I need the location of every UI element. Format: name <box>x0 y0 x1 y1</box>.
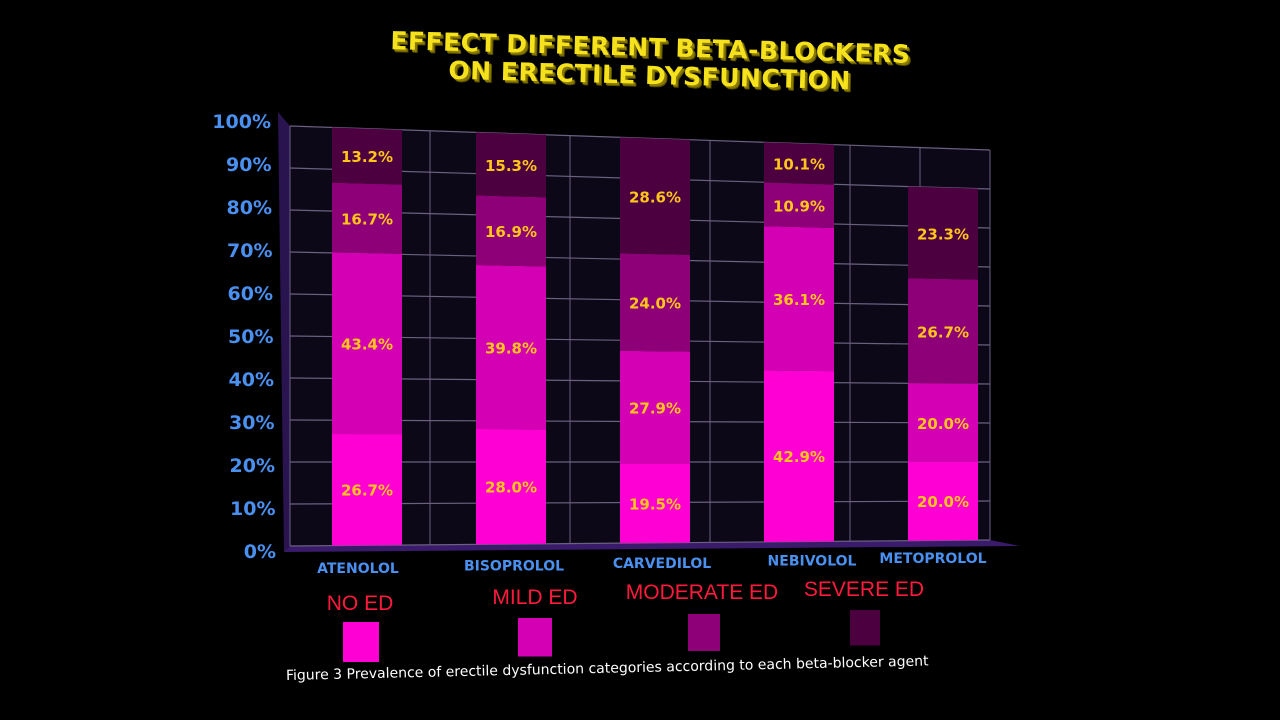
bar-metoprolol: 20.0% 20.0% 26.7% 23.3% <box>908 186 978 541</box>
x-axis-ticks: ATENOLOL BISOPROLOL CARVEDILOL NEBIVOLOL MET… <box>317 551 987 577</box>
data-label: 23.3% <box>917 225 969 243</box>
bar-segment-mild-ed <box>620 350 690 465</box>
y-tick-label: 10% <box>230 498 275 520</box>
data-label: 28.6% <box>629 188 681 206</box>
bar-segment-severe-ed <box>764 142 834 185</box>
bar-segment-severe-ed <box>332 127 402 185</box>
bar-segment-moderate-ed <box>764 182 834 228</box>
chart-floor <box>284 540 1020 552</box>
data-label: 15.3% <box>485 157 537 175</box>
y-axis-ticks: 0% 10% 20% 30% 40% 50% 60% 70% 80% 90% 100% <box>212 111 276 563</box>
bar-segment-no-ed <box>332 433 402 546</box>
x-tick-label: ATENOLOL <box>317 561 399 577</box>
y-tick-label: 30% <box>229 412 274 434</box>
bar-segment-moderate-ed <box>476 195 546 267</box>
data-label: 43.4% <box>341 336 393 354</box>
y-tick-label: 20% <box>230 455 275 477</box>
y-tick-label: 70% <box>227 240 272 262</box>
bar-segment-mild-ed <box>476 265 546 430</box>
legend-label: MODERATE ED <box>626 581 778 604</box>
data-label: 10.1% <box>773 156 825 174</box>
bar-segment-moderate-ed <box>620 253 690 352</box>
x-tick-label: METOPROLOL <box>879 551 986 567</box>
data-label: 26.7% <box>341 482 393 500</box>
legend-label: MILD ED <box>492 586 577 609</box>
bar-segment-severe-ed <box>476 132 546 198</box>
y-tick-label: 90% <box>226 154 271 176</box>
bar-bisoprolol: 28.0% 39.8% 16.9% 15.3% <box>476 132 546 545</box>
data-label: 42.9% <box>773 448 825 466</box>
legend-swatch <box>688 614 720 651</box>
chart-bars: 26.7% 43.4% 16.7% 13.2% 28.0% 39.8% 16.9% 15.3%… <box>332 127 978 546</box>
bar-atenolol: 26.7% 43.4% 16.7% 13.2% <box>332 127 402 546</box>
y-tick-label: 80% <box>227 197 272 219</box>
data-label: 20.0% <box>917 415 969 433</box>
data-label: 39.8% <box>485 339 537 357</box>
bar-carvedilol: 19.5% 27.9% 24.0% 28.6% <box>620 137 690 544</box>
legend-swatch <box>518 618 552 657</box>
bar-segment-severe-ed <box>908 186 978 280</box>
bar-segment-severe-ed <box>620 137 690 255</box>
data-label: 13.2% <box>341 148 393 166</box>
bar-segment-no-ed <box>476 429 546 545</box>
y-tick-label: 50% <box>228 326 273 348</box>
y-tick-label: 100% <box>212 111 271 133</box>
data-label: 26.7% <box>917 323 969 341</box>
chart-side-wall <box>278 112 290 552</box>
x-tick-label: NEBIVOLOL <box>768 554 857 570</box>
data-label: 16.7% <box>341 210 393 228</box>
bar-segment-mild-ed <box>908 383 978 462</box>
data-label: 28.0% <box>485 479 537 497</box>
data-label: 27.9% <box>629 400 681 418</box>
y-tick-label: 0% <box>244 541 276 563</box>
data-label: 16.9% <box>485 223 537 241</box>
y-tick-label: 40% <box>229 369 274 391</box>
data-label: 36.1% <box>773 291 825 309</box>
data-label: 24.0% <box>629 295 681 313</box>
data-label: 20.0% <box>917 493 969 511</box>
bar-nebivolol: 42.9% 36.1% 10.9% 10.1% <box>764 142 834 542</box>
bar-segment-no-ed <box>764 370 834 542</box>
bar-segment-mild-ed <box>764 226 834 372</box>
legend-label: NO ED <box>327 592 394 615</box>
data-label: 10.9% <box>773 197 825 215</box>
legend-label: SEVERE ED <box>804 578 924 601</box>
x-tick-label: BISOPROLOL <box>464 559 564 575</box>
legend-swatch <box>343 622 379 662</box>
data-label: 19.5% <box>629 495 681 513</box>
y-tick-label: 60% <box>228 283 273 305</box>
bar-segment-moderate-ed <box>908 278 978 384</box>
chart-legend: NO ED MILD ED MODERATE ED SEVERE ED <box>327 578 924 662</box>
bar-segment-moderate-ed <box>332 182 402 254</box>
legend-swatch <box>850 610 880 646</box>
bar-segment-mild-ed <box>332 252 402 435</box>
bar-segment-no-ed <box>908 462 978 541</box>
x-tick-label: CARVEDILOL <box>613 556 711 572</box>
bar-segment-no-ed <box>620 464 690 544</box>
